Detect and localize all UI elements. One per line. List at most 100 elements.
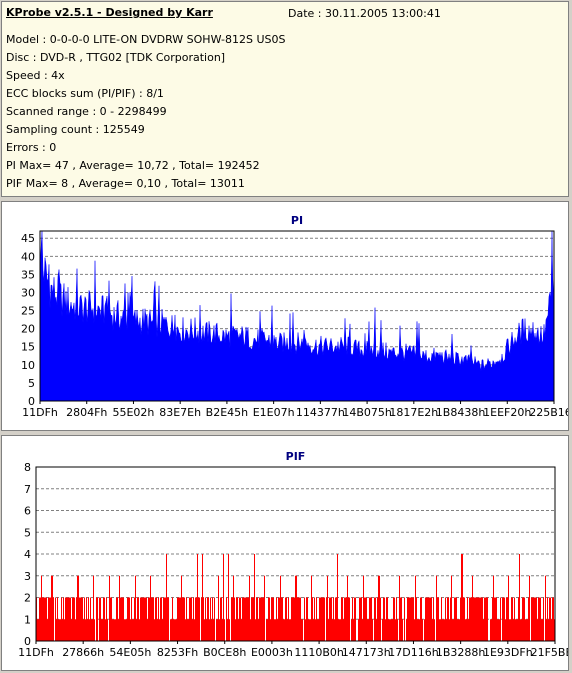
pif-bar (534, 597, 535, 641)
pif-bar (404, 597, 405, 641)
pif-bar (337, 554, 338, 641)
pif-bar (432, 619, 433, 641)
pif-bar (426, 597, 427, 641)
pif-bar (255, 619, 256, 641)
pif-bar (218, 575, 219, 641)
pif-bar (132, 619, 133, 641)
pif-bar (474, 597, 475, 641)
pif-bar (433, 597, 434, 641)
pif-bar (496, 597, 497, 641)
pi-x-tick-label: 114377h (296, 406, 345, 419)
pif-bar (213, 619, 214, 641)
pif-bar (283, 619, 284, 641)
pif-bar (550, 597, 551, 641)
pif-bar (298, 597, 299, 641)
pif-bar (240, 597, 241, 641)
pi-y-tick-label: 10 (21, 359, 35, 372)
pi-y-tick-label: 40 (21, 250, 35, 263)
pif-bar (73, 597, 74, 641)
pif-bar (172, 597, 173, 641)
pi-chart-title: PI (291, 214, 303, 227)
pif-bar (239, 597, 240, 641)
pif-bar (233, 575, 234, 641)
pif-bar (400, 597, 401, 641)
pif-bar (531, 597, 532, 641)
pif-bar (136, 619, 137, 641)
pif-bar (329, 597, 330, 641)
pif-bar (453, 619, 454, 641)
pif-bar (538, 597, 539, 641)
pif-bar (457, 619, 458, 641)
pif-bar (408, 597, 409, 641)
pif-bar (245, 597, 246, 641)
pif-bar (312, 597, 313, 641)
pif-plot-frame (35, 466, 556, 642)
pif-bar (63, 597, 64, 641)
pif-bar (497, 619, 498, 641)
pi-x-tick-label: E1E07h (253, 406, 295, 419)
pif-bar (244, 597, 245, 641)
pif-bar (431, 597, 432, 641)
pif-bar (307, 597, 308, 641)
pif-bar (41, 575, 42, 641)
pif-bar (241, 619, 242, 641)
pif-bar (290, 619, 291, 641)
pif-bar (365, 597, 366, 641)
pif-bar (114, 619, 115, 641)
pif-bar (216, 619, 217, 641)
pif-bar (407, 597, 408, 641)
pif-bar (430, 597, 431, 641)
pif-y-tick-label: 0 (24, 635, 31, 648)
pif-bar (195, 597, 196, 641)
pi-y-tick-label: 5 (28, 377, 35, 390)
pif-bar (518, 597, 519, 641)
pif-bar (387, 597, 388, 641)
pif-bar (409, 597, 410, 641)
pif-bar (516, 619, 517, 641)
app-title: KProbe v2.5.1 - Designed by Karr (6, 6, 213, 19)
pif-bar (485, 597, 486, 641)
pif-bar (368, 619, 369, 641)
pif-bar (458, 619, 459, 641)
pif-bar (173, 619, 174, 641)
pif-bar (109, 575, 110, 641)
pif-bar (135, 575, 136, 641)
pif-bar (254, 554, 255, 641)
pif-bar (367, 619, 368, 641)
pif-bar (177, 597, 178, 641)
pif-bar (150, 575, 151, 641)
pi-y-tick-label: 15 (21, 341, 35, 354)
pif-summary-line: PIF Max= 8 , Average= 0,10 , Total= 1301… (6, 177, 245, 190)
pif-bar (208, 597, 209, 641)
pif-bar (62, 619, 63, 641)
pif-bar (70, 597, 71, 641)
pif-bar (467, 597, 468, 641)
pif-bar (112, 619, 113, 641)
pif-bar (133, 619, 134, 641)
pif-bar (509, 619, 510, 641)
pif-bar (393, 597, 394, 641)
pif-bar (120, 597, 121, 641)
pif-bar (38, 619, 39, 641)
pif-bar (541, 619, 542, 641)
pif-bar (546, 619, 547, 641)
pif-bar (180, 597, 181, 641)
pif-bar (411, 597, 412, 641)
pif-bar (465, 619, 466, 641)
pif-y-tick-label: 1 (24, 613, 31, 626)
pif-bar (86, 597, 87, 641)
pif-bar (542, 619, 543, 641)
pi-x-tick-label: 1EEF20h (483, 406, 531, 419)
pif-bar (268, 597, 269, 641)
pif-bar (186, 597, 187, 641)
pif-bar (321, 597, 322, 641)
pif-bar (341, 597, 342, 641)
pif-bar (379, 575, 380, 641)
pif-bar (424, 619, 425, 641)
pif-y-tick-label: 4 (24, 548, 31, 561)
pif-bar (256, 597, 257, 641)
pif-bar (521, 619, 522, 641)
pif-bar (532, 597, 533, 641)
pif-bar (209, 619, 210, 641)
pif-bar (223, 554, 224, 641)
